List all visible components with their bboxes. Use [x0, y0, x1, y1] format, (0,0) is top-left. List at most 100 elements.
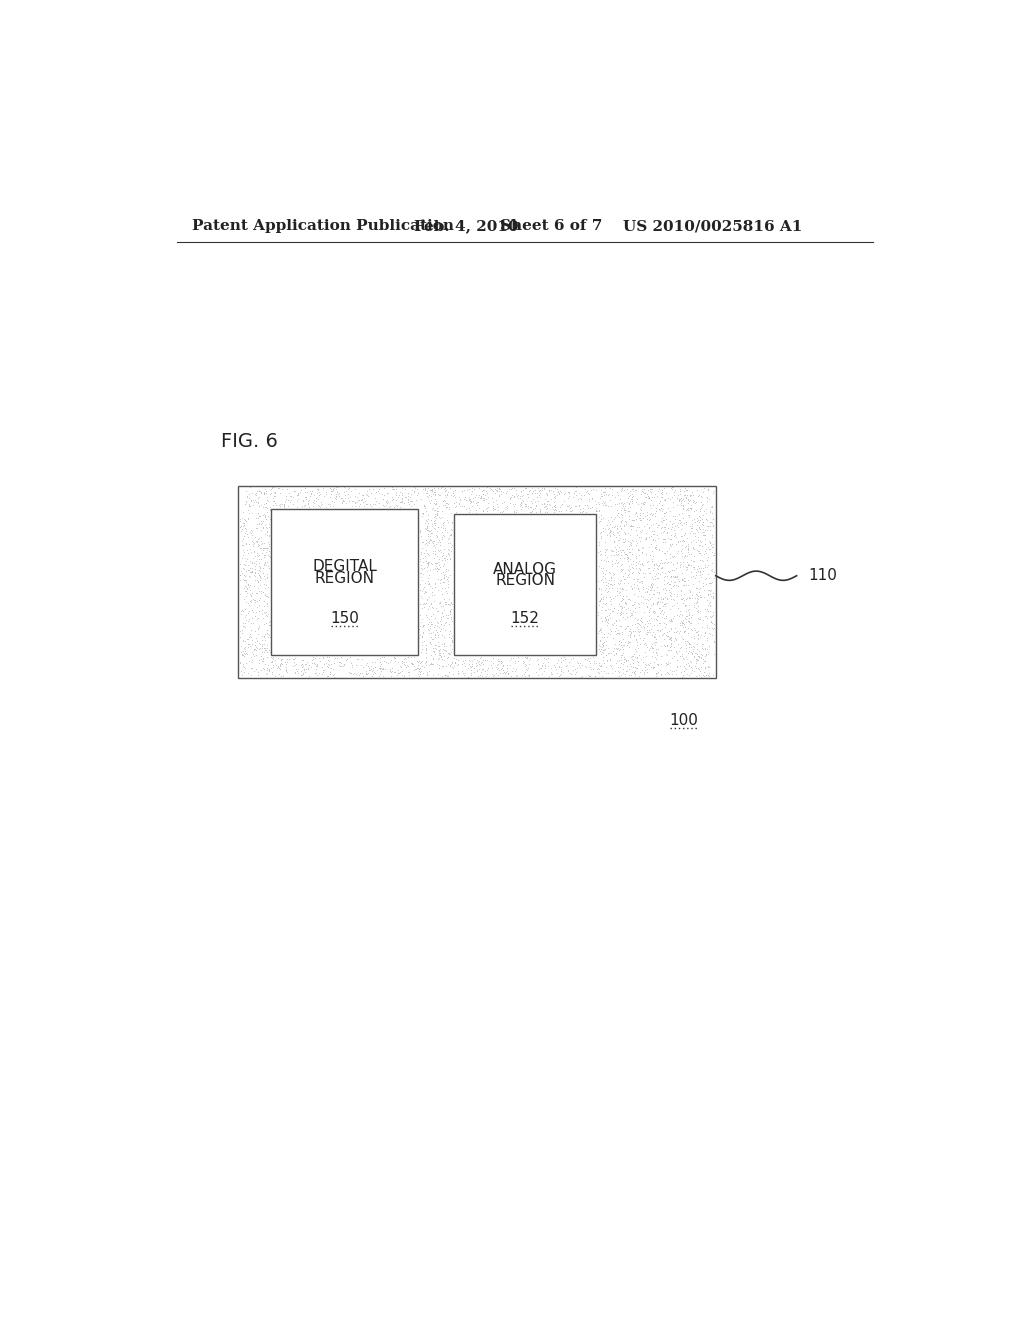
Point: [239, 628, 255, 649]
Point: [429, 498, 445, 519]
Point: [269, 478, 286, 499]
Point: [455, 663, 471, 684]
Point: [612, 541, 629, 562]
Point: [414, 627, 430, 648]
Point: [428, 490, 444, 511]
Point: [562, 496, 579, 517]
Point: [506, 500, 522, 521]
Point: [616, 663, 633, 684]
Point: [299, 657, 315, 678]
Point: [430, 477, 446, 498]
Point: [470, 649, 486, 671]
Point: [668, 664, 684, 685]
Point: [233, 619, 250, 640]
Point: [440, 661, 457, 682]
Point: [695, 651, 712, 672]
Point: [692, 586, 709, 607]
Point: [673, 553, 689, 574]
Point: [697, 644, 714, 665]
Point: [599, 576, 615, 597]
Point: [516, 651, 532, 672]
Point: [630, 578, 646, 599]
Point: [233, 643, 250, 664]
Point: [489, 496, 506, 517]
Point: [662, 610, 678, 631]
Point: [426, 616, 442, 638]
Point: [631, 614, 647, 635]
Point: [625, 556, 641, 577]
Point: [656, 565, 673, 586]
Point: [700, 488, 717, 510]
Point: [689, 510, 706, 531]
Point: [406, 480, 422, 502]
Point: [440, 653, 457, 675]
Point: [608, 527, 625, 548]
Point: [698, 543, 715, 564]
Point: [232, 603, 249, 624]
Point: [646, 521, 663, 543]
Point: [420, 523, 436, 544]
Point: [249, 531, 265, 552]
Point: [664, 609, 680, 630]
Point: [368, 491, 384, 512]
Point: [668, 516, 684, 537]
Point: [421, 520, 437, 541]
Point: [258, 564, 274, 585]
Point: [437, 560, 454, 581]
Point: [400, 492, 417, 513]
Point: [232, 565, 249, 586]
Point: [612, 558, 629, 579]
Point: [677, 523, 693, 544]
Point: [624, 595, 640, 616]
Point: [278, 660, 294, 681]
Point: [690, 527, 707, 548]
Point: [602, 525, 618, 546]
Point: [422, 560, 438, 581]
Point: [692, 648, 709, 669]
Point: [621, 566, 637, 587]
Point: [260, 490, 276, 511]
Point: [253, 648, 269, 669]
Point: [640, 487, 656, 508]
Point: [234, 644, 251, 665]
Point: [620, 573, 636, 594]
Point: [466, 479, 482, 500]
Point: [629, 479, 645, 500]
Point: [638, 593, 654, 614]
Point: [625, 510, 641, 531]
Point: [400, 484, 417, 506]
Point: [598, 539, 614, 560]
Point: [412, 628, 428, 649]
Point: [633, 527, 649, 548]
Point: [620, 624, 636, 645]
Point: [656, 543, 673, 564]
Point: [664, 477, 680, 498]
Point: [436, 632, 453, 653]
Point: [506, 486, 522, 507]
Point: [499, 498, 515, 519]
Point: [475, 479, 492, 500]
Point: [430, 500, 446, 521]
Point: [606, 612, 623, 634]
Point: [249, 638, 265, 659]
Point: [327, 648, 343, 669]
Point: [638, 616, 654, 638]
Point: [694, 535, 711, 556]
Point: [591, 577, 607, 598]
Point: [419, 543, 435, 564]
Point: [246, 492, 262, 513]
Point: [690, 517, 707, 539]
Point: [689, 591, 706, 612]
Point: [255, 648, 271, 669]
Point: [648, 642, 665, 663]
Point: [633, 496, 649, 517]
Point: [505, 647, 521, 668]
Point: [310, 484, 327, 506]
Point: [683, 513, 699, 535]
Point: [441, 532, 458, 553]
Point: [259, 595, 275, 616]
Point: [602, 521, 618, 543]
Point: [694, 519, 711, 540]
Point: [278, 488, 294, 510]
Point: [645, 583, 662, 605]
